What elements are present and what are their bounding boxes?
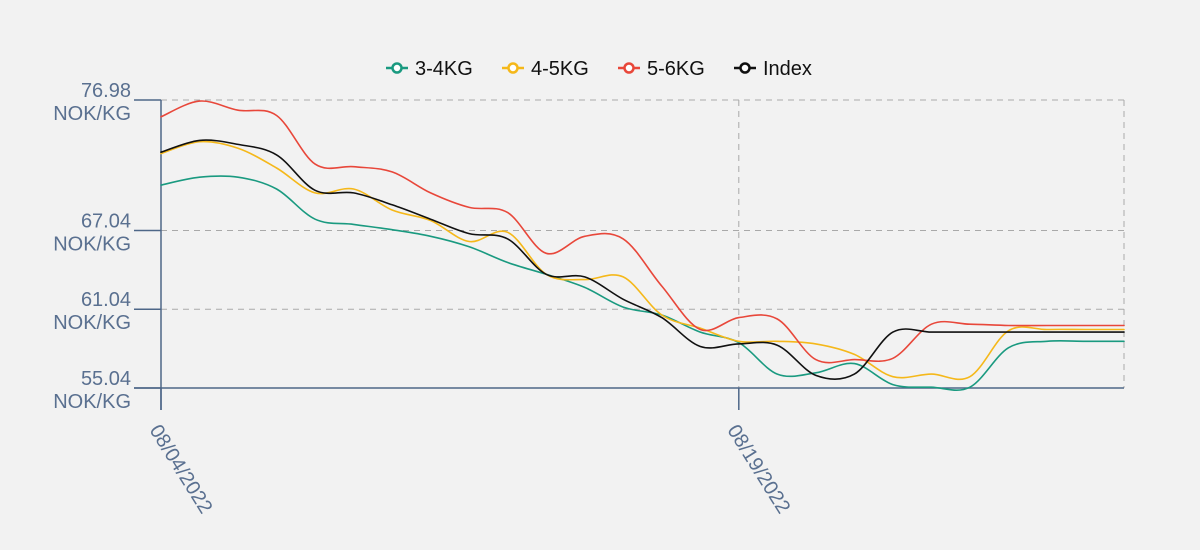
legend-item-3-4kg[interactable]: 3-4KG	[386, 58, 473, 80]
legend-label: 4-5KG	[531, 58, 589, 80]
legend-label: 3-4KG	[415, 58, 473, 80]
x-axis: 08/04/2022 08/19/2022	[145, 387, 1124, 518]
y-tick-unit-2: NOK/KG	[53, 233, 131, 255]
grid	[161, 99, 1125, 389]
legend-label: 5-6KG	[647, 58, 705, 80]
y-tick-unit-0: NOK/KG	[53, 391, 131, 413]
series-line-3-4kg	[160, 175, 1125, 392]
series-line-index	[160, 139, 1125, 381]
y-tick-label-0: 55.04	[81, 368, 131, 390]
legend-label: Index	[763, 58, 812, 80]
legend-swatch-marker	[623, 62, 635, 74]
series-line-4-5kg	[160, 140, 1125, 381]
y-tick-unit-3: NOK/KG	[53, 103, 131, 125]
y-tick-unit-1: NOK/KG	[53, 312, 131, 334]
series-lines	[160, 100, 1125, 392]
x-tick-label-0: 08/04/2022	[145, 421, 217, 518]
legend-swatch-marker	[507, 62, 519, 74]
legend: 3-4KG 4-5KG 5-6KG Index	[386, 58, 812, 80]
x-tick-label-1: 08/19/2022	[723, 421, 795, 518]
legend-item-4-5kg[interactable]: 4-5KG	[502, 58, 589, 80]
y-axis: 55.04NOK/KG61.04NOK/KG67.04NOK/KG76.98NO…	[53, 80, 162, 413]
legend-item-5-6kg[interactable]: 5-6KG	[618, 58, 705, 80]
legend-swatch-marker	[739, 62, 751, 74]
y-tick-label-1: 61.04	[81, 289, 131, 311]
series-line-5-6kg	[160, 100, 1125, 364]
y-tick-label-2: 67.04	[81, 210, 131, 232]
y-tick-label-3: 76.98	[81, 80, 131, 102]
legend-swatch-marker	[391, 62, 403, 74]
legend-item-index[interactable]: Index	[734, 58, 812, 80]
